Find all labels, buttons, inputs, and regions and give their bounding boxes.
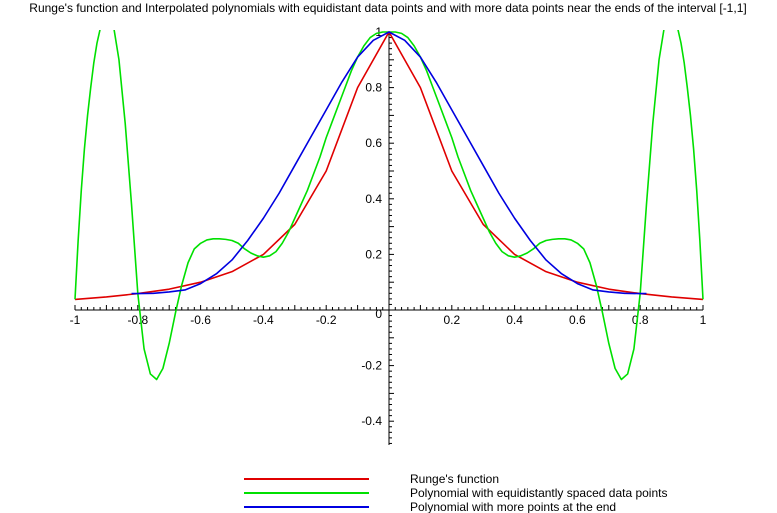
x-tick-label: -1 [70,313,81,327]
x-tick-label: 0.4 [506,313,523,327]
x-tick-label: -0.6 [190,313,211,327]
x-tick-label: -0.4 [253,313,274,327]
y-tick-label: 0.6 [365,136,382,150]
legend-label-1: Runge's function [410,472,499,486]
x-tick-label: 0.2 [443,313,460,327]
axes: -1 -0.8 -0.6 -0.4 -0.2 0.2 0.4 0.6 0.8 1 -0.4 -0.2 0… [70,25,707,445]
x-tick-label: 1 [700,313,707,327]
legend-label-3: Polynomial with more points at the end [410,500,616,513]
series-group [74,30,704,381]
y-tick-label: -0.4 [361,414,382,428]
legend-label-2: Polynomial with equidistantly spaced dat… [410,486,667,500]
x-tick-label: -0.8 [127,313,148,327]
y-tick-label: 0.2 [365,247,382,261]
y-tick-label: 0 [375,307,382,321]
y-tick-label: 0.8 [365,81,382,95]
y-tick-label: -0.2 [361,359,382,373]
y-tick-label: 1 [375,25,382,39]
x-tick-label: 0.8 [632,313,649,327]
series-line-3 [131,31,647,295]
x-tick-label: -0.2 [316,313,337,327]
x-tick-label: 0.6 [569,313,586,327]
y-tick-label: 0.4 [365,192,382,206]
chart-title: Runge's function and Interpolated polyno… [29,1,746,15]
